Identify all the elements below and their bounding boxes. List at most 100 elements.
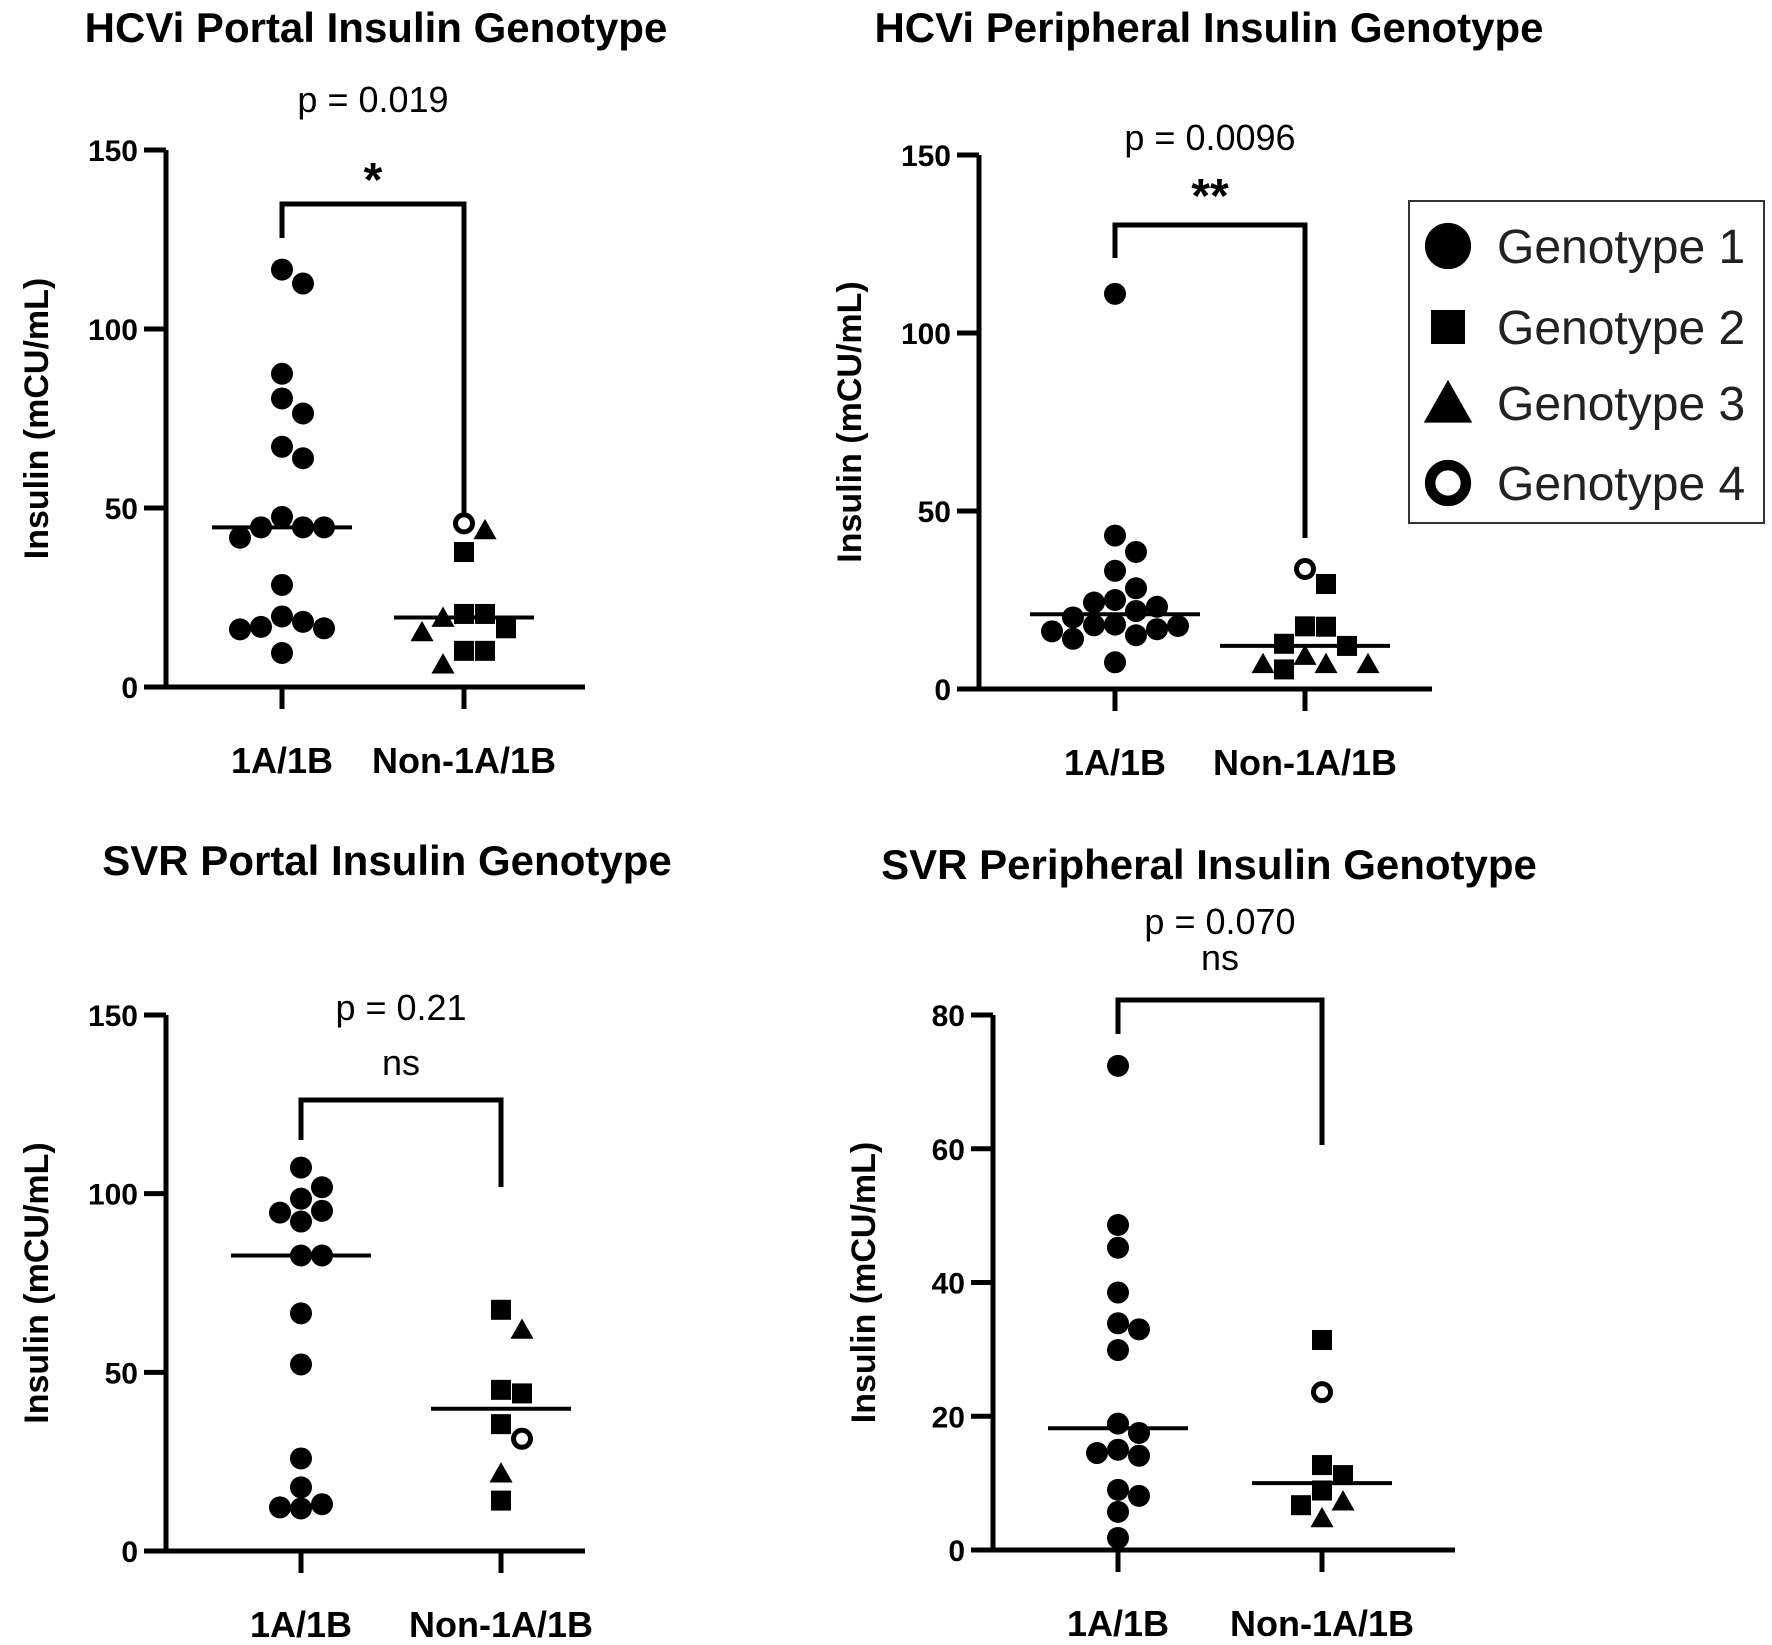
data-point-genotype-1: [269, 1496, 291, 1519]
legend: Genotype 1 Genotype 2 Genotype 3 Genotype 4: [1408, 200, 1765, 524]
chart-panel-1: HCVi Portal Insulin Genotype p = 0.019 * 0 5…: [18, 4, 667, 781]
data-point-genotype-2: [1295, 616, 1315, 637]
chart-title: SVR Peripheral Insulin Genotype: [881, 841, 1537, 888]
data-point-genotype-2: [491, 1490, 511, 1511]
data-point-genotype-3: [431, 653, 455, 674]
p-value-label: p = 0.070: [1144, 901, 1295, 942]
data-point-genotype-2: [454, 640, 474, 661]
y-tick-label: 40: [932, 1268, 965, 1301]
data-point-genotype-1: [1104, 282, 1126, 305]
data-point-genotype-1: [271, 605, 293, 628]
data-point-genotype-1: [1125, 577, 1147, 600]
y-tick-label: 20: [932, 1401, 965, 1434]
data-point-genotype-1: [313, 617, 335, 640]
data-point-genotype-1: [292, 272, 314, 295]
data-point-genotype-1: [229, 618, 251, 641]
data-point-genotype-1: [1107, 1412, 1129, 1435]
data-point-genotype-1: [1086, 1442, 1108, 1465]
data-point-genotype-1: [1146, 618, 1168, 641]
data-point-genotype-1: [271, 362, 293, 385]
significance-label: ns: [1201, 937, 1239, 978]
y-tick-label: 50: [105, 1357, 138, 1390]
data-point-genotype-4: [511, 1427, 533, 1450]
data-point-genotype-1: [271, 641, 293, 664]
data-point-genotype-1: [290, 1447, 312, 1470]
data-point-genotype-1: [1107, 1213, 1129, 1236]
data-point-genotype-3: [473, 518, 497, 540]
data-point-genotype-2: [1291, 1495, 1311, 1516]
data-point-genotype-1: [229, 526, 251, 549]
data-point-genotype-1: [1104, 559, 1126, 582]
series-group-non-1a-1b: [489, 1299, 534, 1511]
y-axis-label: Insulin (mCU/mL): [18, 278, 56, 559]
y-axis-label: Insulin (mCU/mL): [18, 1142, 56, 1423]
legend-marker-filled-circle-icon: [1424, 222, 1472, 270]
significance-label: *: [364, 154, 383, 207]
data-point-genotype-1: [1107, 1236, 1129, 1259]
data-point-genotype-4: [1311, 1381, 1333, 1404]
data-point-genotype-1: [1062, 627, 1084, 650]
data-point-genotype-1: [292, 447, 314, 470]
y-tick-label: 60: [932, 1134, 965, 1167]
significance-label: **: [1191, 170, 1229, 223]
x-tick-label: 1A/1B: [231, 740, 333, 781]
x-tick-label: Non-1A/1B: [1230, 1603, 1414, 1644]
x-tick-label: 1A/1B: [1067, 1603, 1169, 1644]
data-point-genotype-1: [1125, 600, 1147, 623]
legend-item-genotype-3: Genotype 3: [1423, 378, 1745, 431]
data-point-genotype-1: [271, 387, 293, 410]
data-point-genotype-1: [1107, 1438, 1129, 1461]
data-point-genotype-1: [290, 1156, 312, 1179]
data-point-genotype-1: [292, 610, 314, 633]
data-point-genotype-1: [1125, 540, 1147, 563]
y-tick-label: 0: [121, 672, 138, 705]
data-point-genotype-1: [290, 1476, 312, 1499]
x-tick-label: 1A/1B: [1064, 742, 1166, 783]
data-point-genotype-1: [1062, 606, 1084, 629]
data-point-genotype-1: [290, 1302, 312, 1325]
data-point-genotype-2: [1312, 1480, 1332, 1501]
data-point-genotype-4: [1294, 558, 1316, 581]
y-tick-label: 150: [901, 140, 951, 173]
data-point-genotype-1: [1104, 589, 1126, 611]
legend-label: Genotype 1: [1497, 221, 1745, 274]
data-point-genotype-1: [290, 1353, 312, 1376]
data-point-genotype-1: [271, 258, 293, 281]
data-point-genotype-3: [1356, 652, 1380, 674]
data-point-genotype-1: [271, 573, 293, 596]
data-point-genotype-1: [1128, 1484, 1150, 1507]
data-point-genotype-3: [1293, 644, 1317, 665]
data-point-genotype-2: [496, 618, 516, 639]
data-point-genotype-1: [269, 1201, 291, 1224]
chart-title: SVR Portal Insulin Genotype: [102, 837, 671, 884]
significance-bracket: [298, 1097, 504, 1187]
y-tick-label: 150: [88, 1000, 138, 1033]
data-point-genotype-1: [1107, 1500, 1129, 1523]
y-tick-label: 0: [934, 674, 951, 707]
data-point-genotype-1: [271, 505, 293, 528]
data-point-genotype-2: [454, 542, 474, 563]
p-value-label: p = 0.0096: [1124, 117, 1295, 158]
y-tick-label: 0: [948, 1535, 965, 1568]
data-point-genotype-2: [475, 603, 495, 624]
data-point-genotype-3: [510, 1318, 534, 1339]
chart-panel-2: HCVi Peripheral Insulin Genotype p = 0.00…: [831, 4, 1544, 783]
data-point-genotype-1: [1104, 651, 1126, 674]
data-point-genotype-1: [1041, 620, 1063, 643]
data-point-genotype-3: [1251, 652, 1275, 674]
series-group-non-1a-1b: [1291, 1330, 1355, 1528]
data-point-genotype-3: [1310, 1506, 1334, 1528]
significance-bracket: [1112, 222, 1308, 538]
data-point-genotype-1: [1107, 1312, 1129, 1335]
y-tick-label: 150: [88, 135, 138, 168]
data-point-genotype-3: [410, 620, 434, 642]
legend-item-genotype-2: Genotype 2: [1431, 302, 1745, 355]
y-tick-label: 80: [932, 1000, 965, 1033]
data-point-genotype-1: [1107, 1478, 1129, 1501]
y-tick-label: 50: [918, 496, 951, 529]
legend-label: Genotype 3: [1497, 378, 1745, 431]
data-point-genotype-1: [250, 615, 272, 638]
data-point-genotype-2: [1274, 659, 1294, 680]
data-point-genotype-1: [1107, 1339, 1129, 1362]
